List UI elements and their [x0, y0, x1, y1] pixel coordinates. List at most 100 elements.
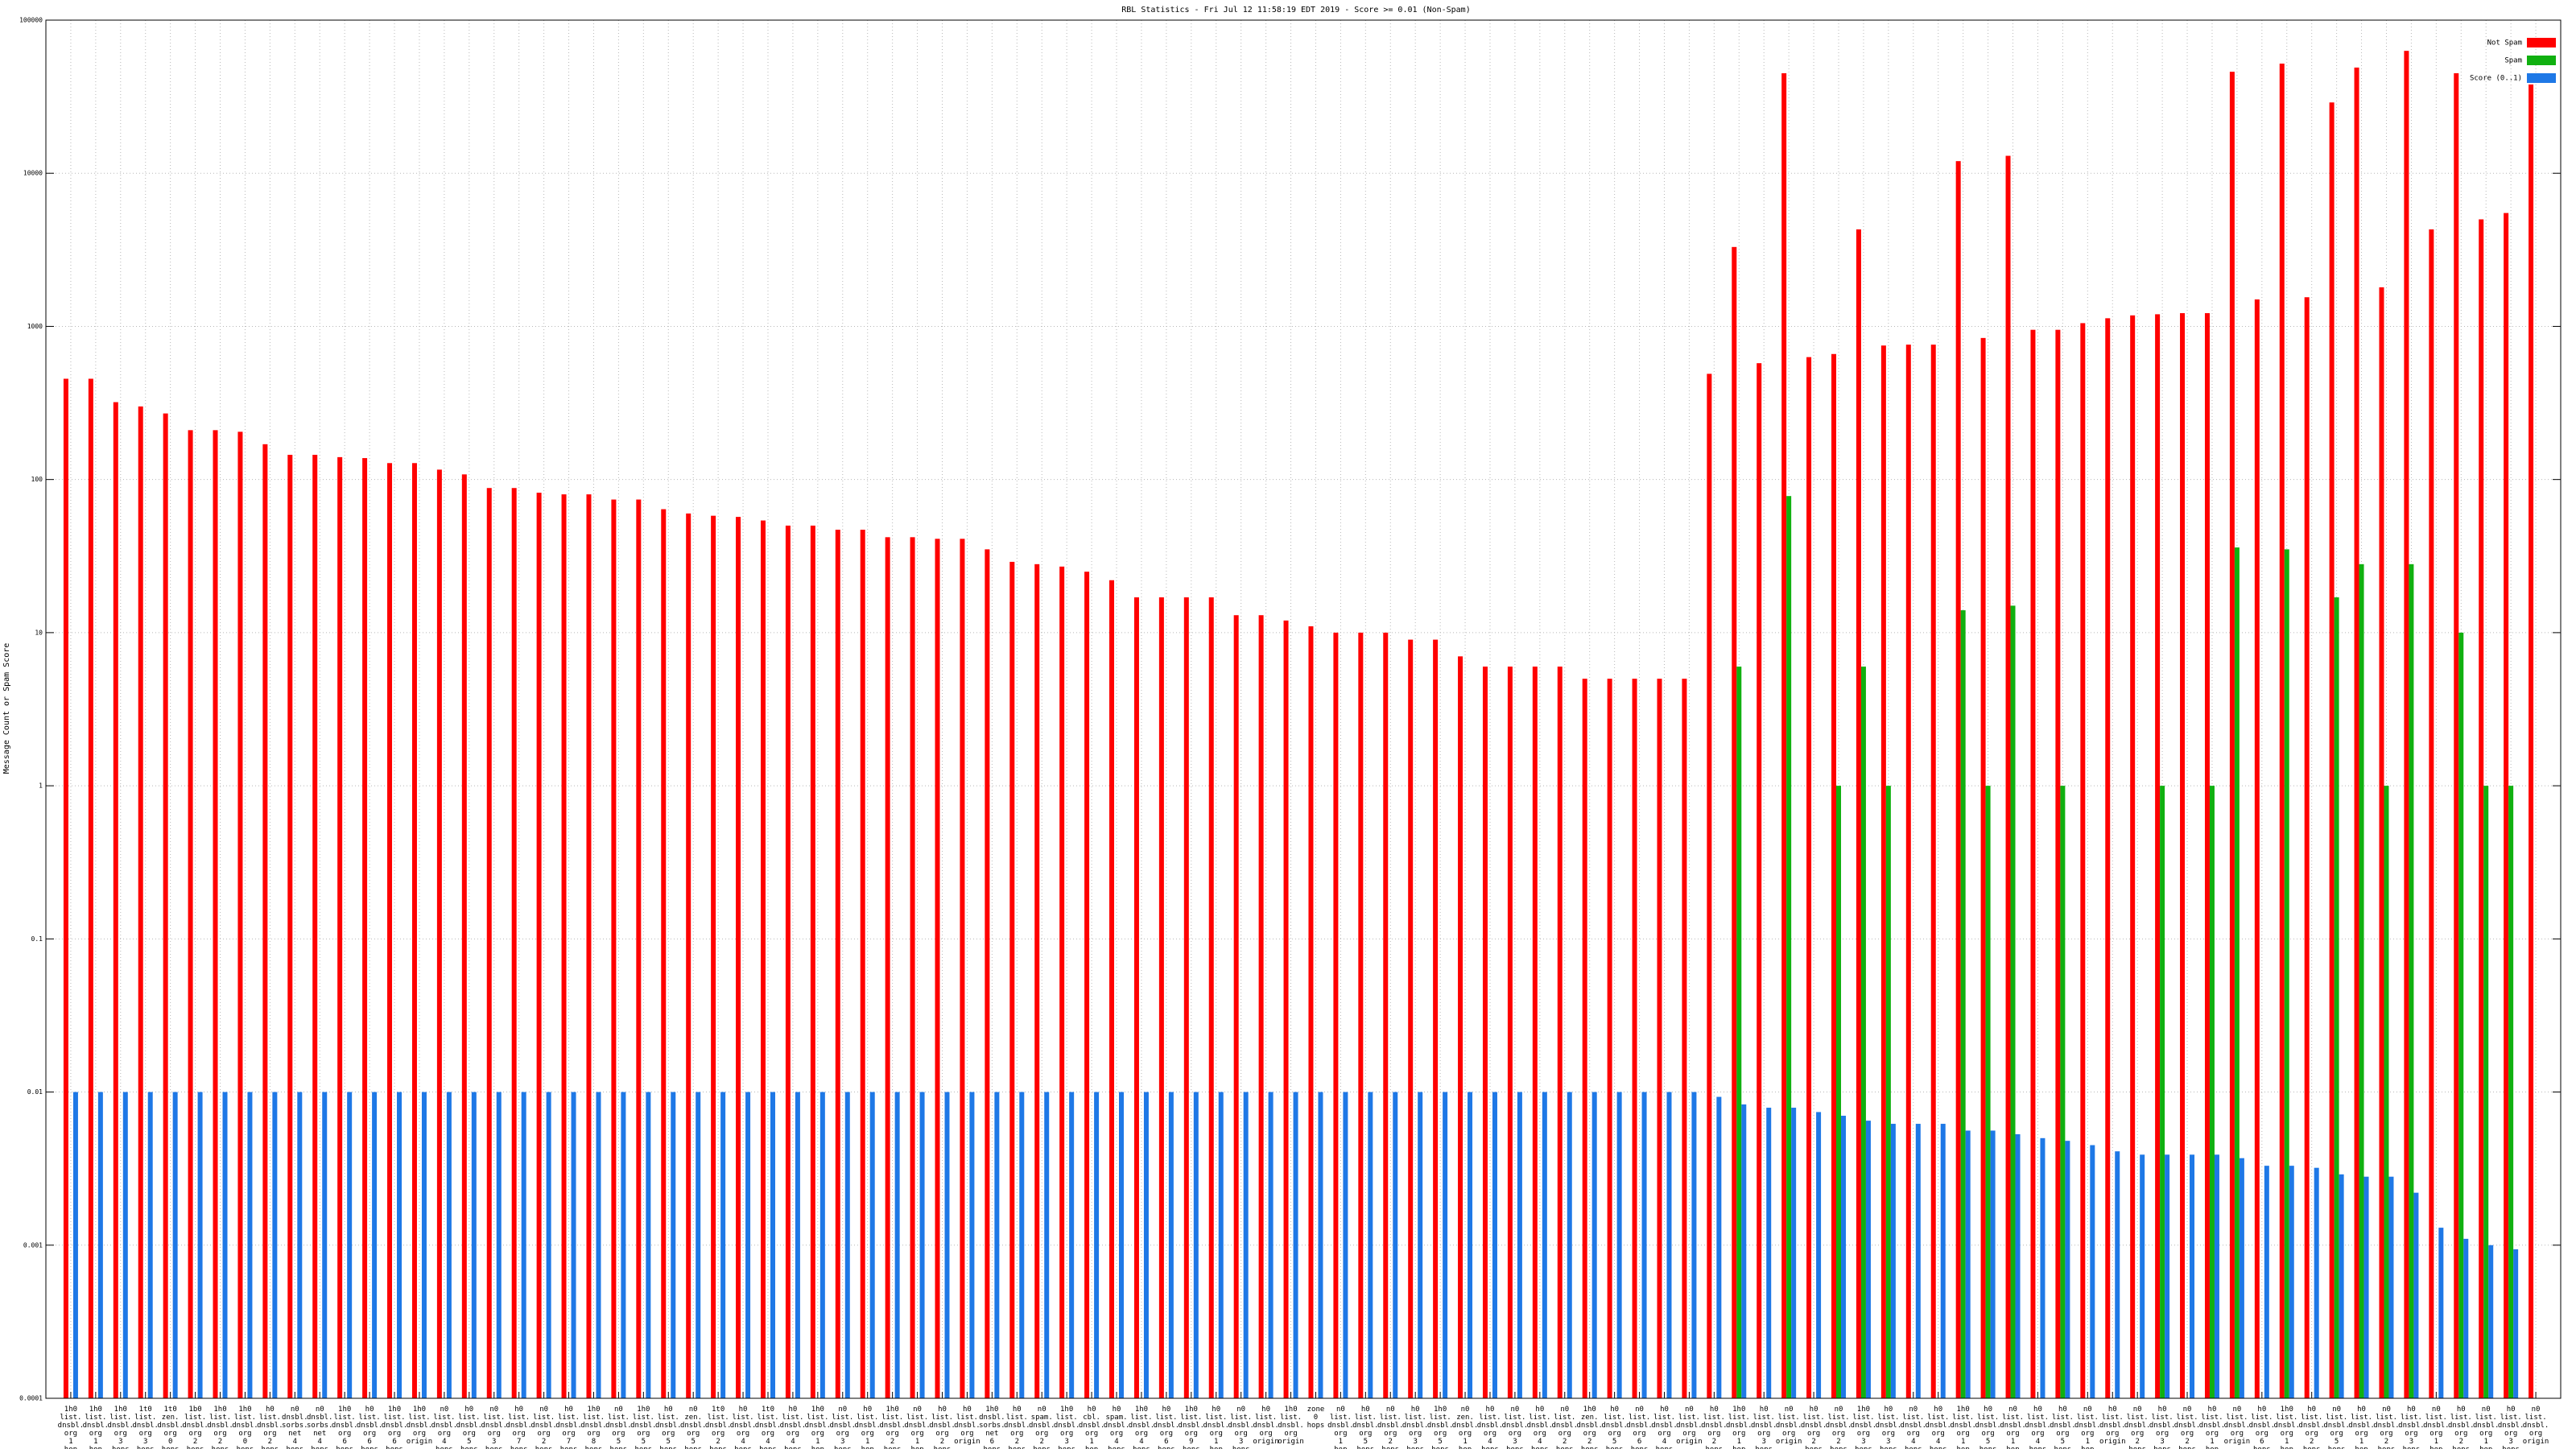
bar — [1816, 1112, 1822, 1398]
bar — [197, 1092, 203, 1398]
bar — [736, 517, 741, 1398]
y-tick-label: 1 — [39, 782, 43, 790]
bar — [810, 525, 815, 1399]
bar — [2438, 1228, 2444, 1398]
bar — [312, 454, 318, 1398]
y-tick-label: 100 — [31, 476, 43, 483]
bar — [2060, 786, 2066, 1398]
bar — [571, 1092, 576, 1398]
bar — [860, 530, 865, 1398]
y-tick-label: 1000 — [27, 323, 43, 330]
bar — [1468, 1092, 1473, 1398]
legend-label: Spam — [2504, 57, 2522, 65]
bar — [2010, 605, 2016, 1398]
bar — [72, 1092, 78, 1398]
bar — [1358, 632, 1364, 1398]
bar — [2359, 564, 2364, 1398]
bar — [2314, 1167, 2319, 1398]
x-tick-label: n0 list. dnsbl. org origin — [1676, 1406, 1703, 1446]
bar — [1557, 667, 1563, 1398]
bar — [1009, 561, 1015, 1398]
bar — [1831, 353, 1837, 1398]
bar — [486, 488, 492, 1398]
bar — [686, 513, 691, 1399]
bar — [2483, 786, 2489, 1398]
bar — [785, 525, 791, 1399]
bar — [1443, 1092, 1448, 1398]
bar — [910, 537, 915, 1398]
legend-label: Score (0..1) — [2470, 75, 2522, 83]
bar — [586, 494, 592, 1398]
bar — [188, 430, 193, 1398]
bar — [1960, 610, 1966, 1398]
bar — [1243, 1092, 1249, 1398]
bar — [2155, 314, 2161, 1398]
x-tick-label: 1h0 list. dnsbl. org origin — [1278, 1406, 1304, 1446]
bar — [322, 1092, 328, 1398]
bar — [1836, 786, 1842, 1398]
bar — [421, 1092, 427, 1398]
bar — [2513, 1249, 2519, 1398]
bar — [1582, 679, 1587, 1398]
bar — [2055, 329, 2061, 1399]
y-tick-label: 0.01 — [27, 1088, 43, 1096]
bar — [2040, 1137, 2046, 1398]
bar — [297, 1092, 303, 1398]
bar — [2264, 1166, 2269, 1398]
bar — [2030, 329, 2036, 1399]
bar — [2160, 786, 2165, 1398]
bar — [994, 1092, 1000, 1398]
bar — [2529, 84, 2534, 1399]
bar — [935, 539, 940, 1399]
y-tick-label: 10000 — [23, 170, 43, 177]
bar — [1507, 667, 1513, 1398]
bar — [1736, 667, 1742, 1398]
bar — [1069, 1092, 1075, 1398]
bar — [1293, 1092, 1298, 1398]
bar — [97, 1092, 103, 1398]
bar — [387, 463, 393, 1398]
bar — [720, 1092, 726, 1398]
y-tick-label: 0.1 — [31, 935, 43, 943]
bar — [1781, 72, 1787, 1399]
bar — [1532, 667, 1538, 1398]
bar — [1865, 1121, 1871, 1398]
bar — [163, 413, 168, 1398]
bar — [2404, 51, 2409, 1398]
chart-title: RBL Statistics - Fri Jul 12 11:58:19 EDT… — [1121, 6, 1470, 14]
bar — [894, 1092, 900, 1398]
bar — [1641, 1092, 1647, 1398]
